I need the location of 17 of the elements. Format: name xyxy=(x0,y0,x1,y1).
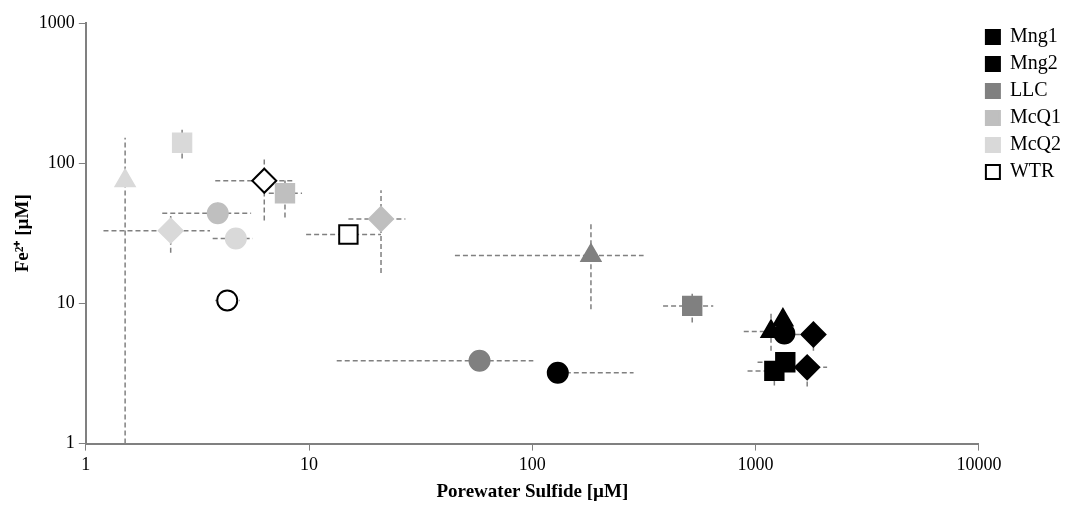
y-axis-title: Fe²⁺ [µM] xyxy=(11,194,33,273)
x-tick-label: 100 xyxy=(518,454,546,475)
y-tick-label: 1 xyxy=(65,432,75,453)
y-tick-label: 100 xyxy=(47,151,75,172)
legend-label: WTR xyxy=(1009,159,1055,182)
x-tick-label: 1 xyxy=(81,454,91,475)
legend-label: Mng2 xyxy=(1009,51,1058,75)
y-tick-label: 1000 xyxy=(38,11,75,32)
legend-label: McQ2 xyxy=(1009,132,1062,155)
legend-label: McQ1 xyxy=(1009,105,1062,128)
x-tick-label: 10 xyxy=(300,454,319,475)
x-tick-label: 1000 xyxy=(737,454,774,475)
legend-label: Mng1 xyxy=(1009,24,1058,48)
legend-label: LLC xyxy=(1009,78,1048,101)
y-tick-label: 10 xyxy=(56,292,75,313)
x-tick-label: 10000 xyxy=(956,454,1002,475)
x-axis-title: Porewater Sulfide [µM] xyxy=(436,479,629,501)
